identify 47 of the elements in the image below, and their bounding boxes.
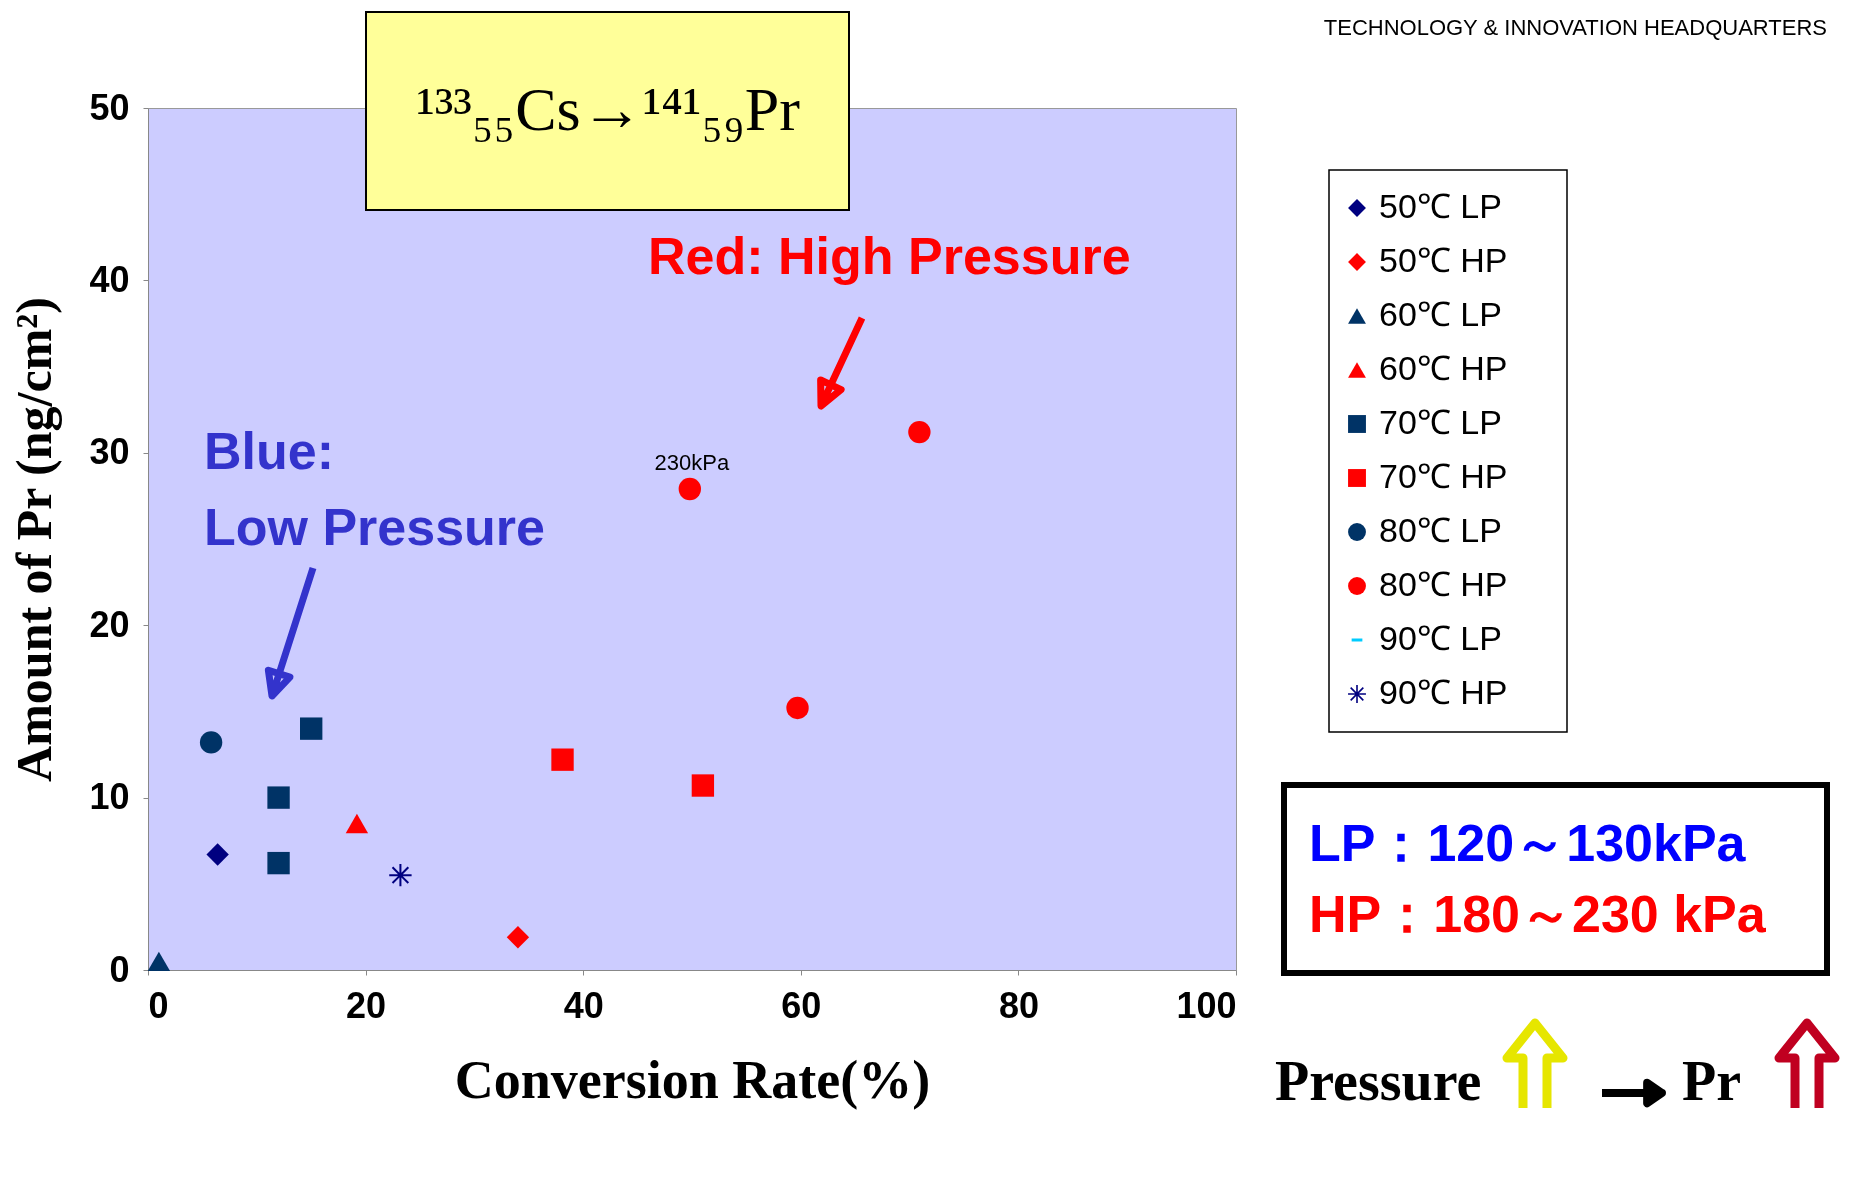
point	[345, 813, 369, 834]
text: HP：180～230 kPa	[1309, 885, 1767, 943]
point	[551, 748, 574, 771]
text: TECHNOLOGY & INNOVATION HEADQUARTERS	[1323, 15, 1827, 40]
y-tick-label: 40	[89, 258, 130, 300]
legend-label: 90℃ HP	[1379, 673, 1508, 711]
point	[206, 843, 229, 866]
annotation: 230kPa	[654, 450, 730, 475]
y-tick-label: 30	[89, 431, 130, 473]
text: LP：120～130kPa	[1309, 814, 1747, 872]
text: Pressure	[1275, 1050, 1482, 1112]
legend-label: 70℃ LP	[1379, 403, 1502, 441]
annotation: Red: High Pressure	[648, 227, 1131, 285]
x-axis-title: Conversion Rate(%)	[454, 1049, 931, 1110]
text: Pr	[1682, 1050, 1742, 1112]
point	[908, 420, 931, 444]
x-tick-label: 80	[998, 984, 1039, 1026]
legend-label: 50℃ HP	[1379, 241, 1508, 279]
legend-label: 50℃ LP	[1379, 187, 1502, 225]
legend-label: 80℃ HP	[1379, 565, 1508, 603]
legend-label: 90℃ LP	[1379, 619, 1502, 657]
x-tick-label: 40	[563, 984, 604, 1026]
legend-label: 70℃ HP	[1379, 457, 1508, 495]
x-tick-label: 60	[781, 984, 822, 1026]
point	[506, 926, 530, 949]
point	[300, 717, 323, 740]
point	[691, 774, 715, 797]
x-tick-label: 20	[346, 984, 387, 1026]
legend-label: 60℃ LP	[1379, 295, 1502, 333]
x-tick-label: 100	[1176, 984, 1237, 1026]
y-tick-label: 50	[89, 86, 130, 128]
y-axis-title: Amount of Pr (ng/cm²)	[6, 297, 63, 782]
chart-title: ¹³³₅₅Cs→¹⁴¹₅₉Pr	[416, 75, 801, 143]
y-tick-label: 0	[109, 948, 130, 990]
point	[199, 731, 223, 754]
point	[786, 696, 809, 720]
y-tick-label: 10	[89, 776, 130, 818]
point	[267, 786, 290, 809]
point	[678, 477, 701, 501]
x-tick-label: 0	[148, 984, 169, 1026]
y-tick-label: 20	[89, 603, 130, 645]
point	[147, 951, 171, 972]
annotation: Blue: Low Pressure	[204, 422, 546, 556]
legend-label: 60℃ HP	[1379, 349, 1508, 387]
point	[389, 864, 412, 887]
point	[267, 851, 290, 875]
legend-label: 80℃ LP	[1379, 511, 1502, 549]
